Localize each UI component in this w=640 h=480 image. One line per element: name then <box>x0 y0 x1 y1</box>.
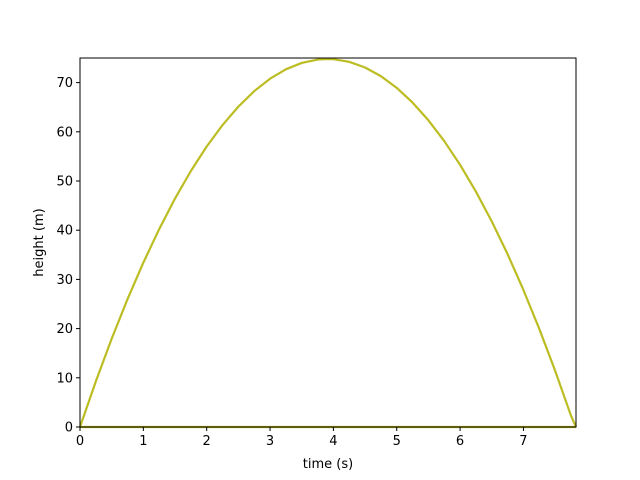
y-tick-label: 60 <box>56 125 73 140</box>
x-tick-label: 7 <box>519 434 527 449</box>
y-tick-label: 0 <box>65 421 73 436</box>
axes-frame <box>79 57 577 428</box>
y-tick-label: 70 <box>56 76 73 91</box>
x-tick-label: 6 <box>456 434 464 449</box>
y-tick-label: 10 <box>56 371 73 386</box>
y-axis-label: height (m) <box>32 208 47 276</box>
y-tick-label: 40 <box>56 224 73 239</box>
series-line-0 <box>78 57 578 428</box>
x-axis-label: time (s) <box>303 457 353 472</box>
x-tick-label: 1 <box>139 434 147 449</box>
y-tick-label: 30 <box>56 273 73 288</box>
x-tick-label: 4 <box>329 434 337 449</box>
y-tick-label: 20 <box>56 322 73 337</box>
y-tick-label: 50 <box>56 175 73 190</box>
x-tick-label: 3 <box>266 434 274 449</box>
x-tick-label: 2 <box>203 434 211 449</box>
x-tick-label: 0 <box>76 434 84 449</box>
x-tick-label: 5 <box>393 434 401 449</box>
